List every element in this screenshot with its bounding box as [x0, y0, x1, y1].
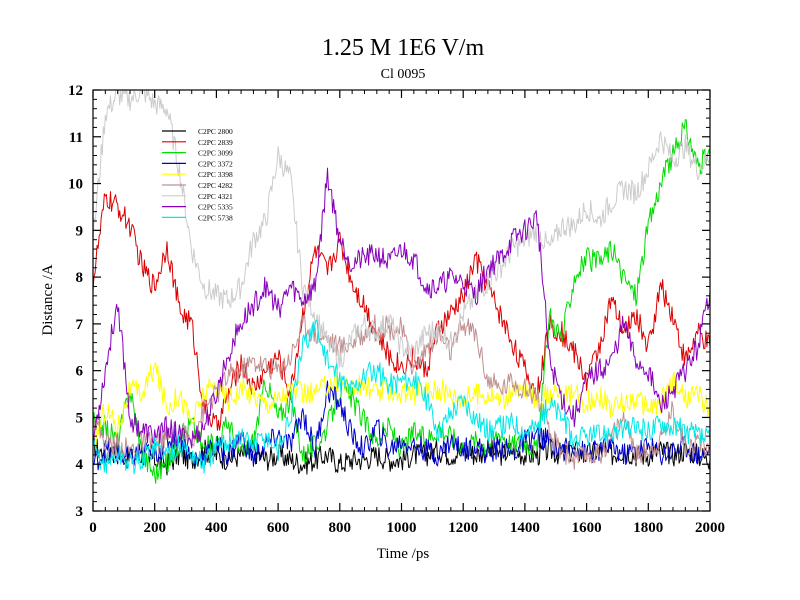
y-tick-label: 10 — [68, 177, 83, 193]
x-tick-label: 1800 — [633, 520, 663, 536]
chart-title: 1.25 M 1E6 V/m — [322, 35, 485, 61]
x-tick-label: 0 — [89, 520, 97, 536]
legend-label: C2PC 4282 — [198, 181, 233, 190]
y-tick-label: 11 — [69, 130, 83, 146]
series-line-c2pc-2839 — [92, 191, 711, 431]
chart-subtitle: Cl 0095 — [381, 67, 426, 82]
series-line-c2pc-3099 — [92, 119, 711, 484]
series-line-c2pc-5335 — [92, 167, 711, 451]
x-tick-label: 800 — [329, 520, 352, 536]
series-line-c2pc-4282 — [92, 314, 711, 470]
y-tick-label: 4 — [76, 457, 84, 473]
legend-label: C2PC 4321 — [198, 192, 233, 201]
series-line-c2pc-3398 — [92, 362, 711, 447]
series-line-c2pc-4321 — [92, 89, 711, 370]
legend-label: C2PC 3099 — [198, 149, 233, 158]
y-tick-label: 5 — [76, 410, 84, 426]
x-tick-label: 400 — [205, 520, 228, 536]
series-line-c2pc-5738 — [92, 319, 711, 475]
series-layer — [92, 89, 711, 484]
y-tick-label: 3 — [76, 504, 84, 520]
y-tick-label: 12 — [68, 83, 83, 99]
x-tick-label: 200 — [143, 520, 166, 536]
x-tick-label: 1200 — [448, 520, 478, 536]
legend-label: C2PC 3372 — [198, 159, 233, 168]
x-axis-label: Time /ps — [377, 546, 430, 562]
legend-label: C2PC 5738 — [198, 213, 233, 222]
y-tick-label: 8 — [76, 270, 84, 286]
legend-label: C2PC 3398 — [198, 170, 233, 179]
x-tick-label: 2000 — [695, 520, 725, 536]
y-tick-label: 7 — [76, 317, 84, 333]
y-tick-label: 9 — [76, 223, 84, 239]
x-tick-label: 1400 — [510, 520, 540, 536]
legend-label: C2PC 5335 — [198, 203, 233, 212]
x-tick-label: 1000 — [387, 520, 417, 536]
y-tick-label: 6 — [76, 364, 84, 380]
series-line-c2pc-2800 — [92, 435, 711, 476]
x-tick-label: 600 — [267, 520, 290, 536]
x-tick-label: 1600 — [572, 520, 602, 536]
axis-ticks: 0 200 400 600 800 1000 1200 1400 1600 1800 2000 3 4 5… — [68, 83, 725, 536]
y-axis-label: Distance /A — [40, 264, 56, 335]
legend-label: C2PC 2839 — [198, 138, 233, 147]
legend-label: C2PC 2800 — [198, 127, 233, 136]
series-line-c2pc-3372 — [92, 380, 711, 471]
